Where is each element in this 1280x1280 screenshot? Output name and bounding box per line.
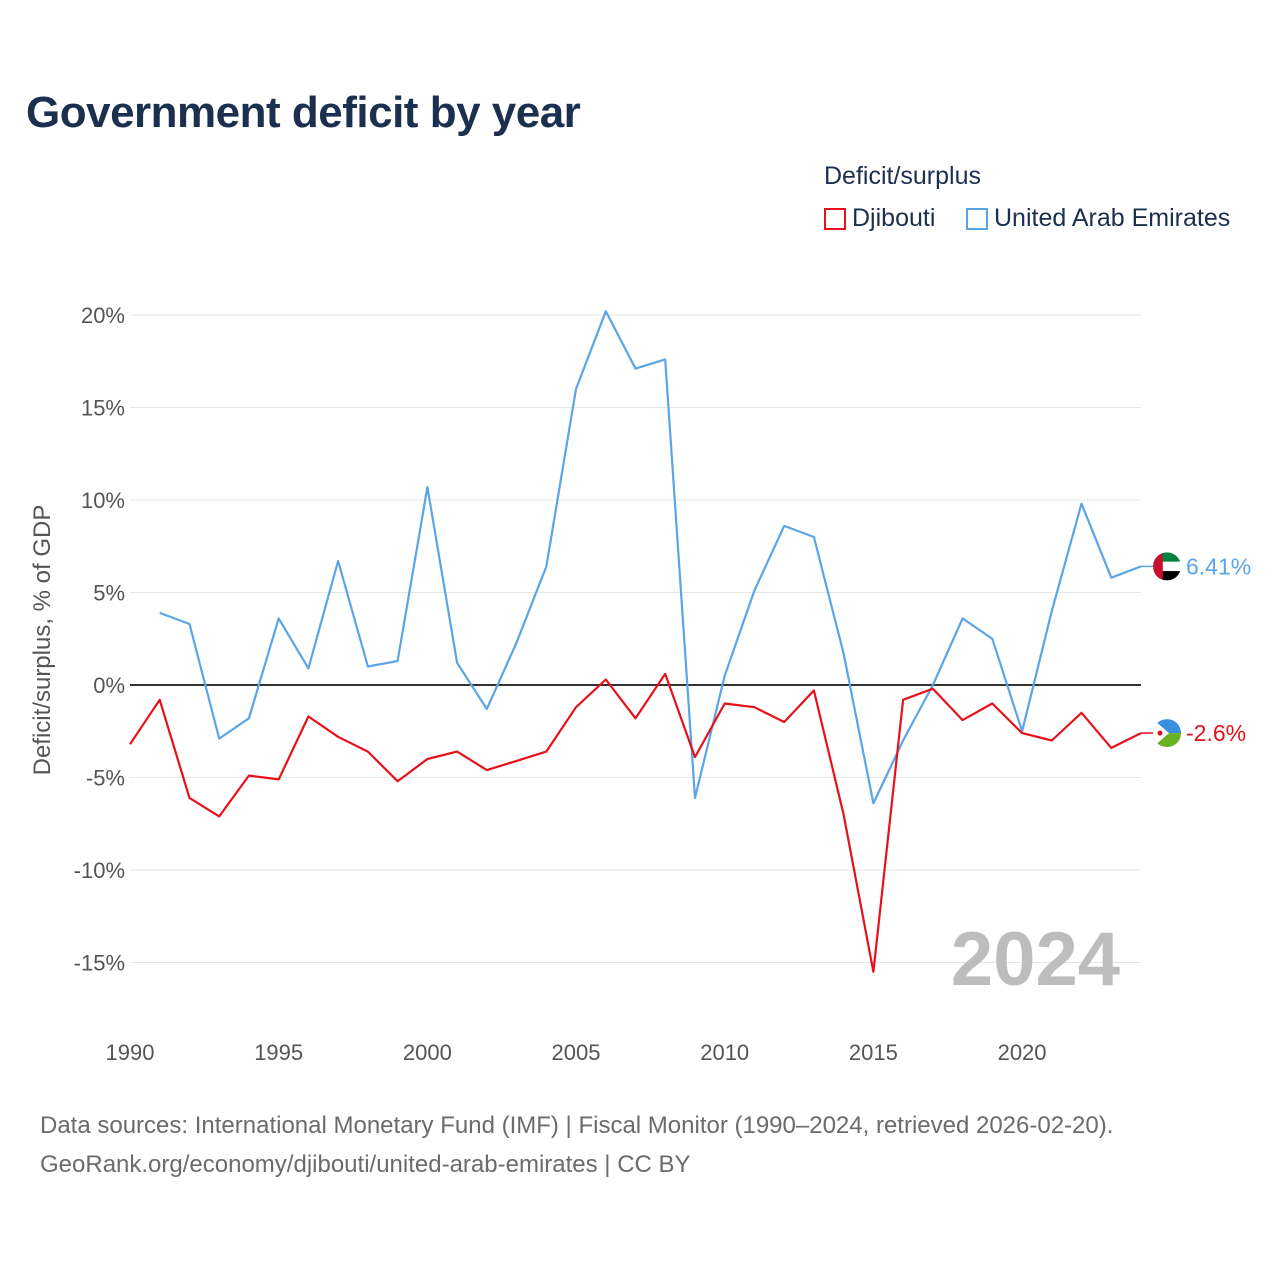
legend-item-uae[interactable]: United Arab Emirates	[966, 204, 1230, 233]
flag-icon-djibouti	[1153, 719, 1181, 748]
x-tick-label: 2015	[849, 1040, 898, 1065]
x-tick-label: 2005	[552, 1040, 601, 1065]
y-tick-label: 5%	[93, 581, 125, 606]
legend-swatch-djibouti	[824, 207, 846, 230]
legend-item-djibouti[interactable]: Djibouti	[824, 204, 935, 233]
end-label-djibouti: -2.6%	[1186, 720, 1246, 746]
footer: Data sources: International Monetary Fun…	[40, 1106, 1113, 1184]
y-axis-label: Deficit/surplus, % of GDP	[29, 505, 56, 776]
line-chart: 20% 15% 10% 5% 0% -5% -10% -15% 1990 1995 2000 2005…	[29, 303, 1251, 1065]
x-tick-label: 2000	[403, 1040, 452, 1065]
legend-label-uae: United Arab Emirates	[994, 204, 1231, 232]
end-label-uae: 6.41%	[1186, 553, 1251, 579]
y-tick-label: 10%	[81, 488, 125, 513]
series-line-djibouti	[129, 672, 1142, 973]
x-tick-label: 1990	[106, 1040, 155, 1065]
y-tick-label: -10%	[74, 858, 125, 883]
series-line-uae	[159, 310, 1142, 805]
legend-swatch-uae	[966, 207, 988, 230]
y-tick-label: -15%	[74, 951, 125, 976]
chart-title: Government deficit by year	[26, 88, 581, 137]
x-tick-label: 2010	[700, 1040, 749, 1065]
y-tick-label: 20%	[81, 303, 125, 328]
y-tick-label: 15%	[81, 396, 125, 421]
legend-title: Deficit/surplus	[824, 162, 981, 190]
y-tick-label: 0%	[93, 673, 125, 698]
x-tick-label: 2020	[998, 1040, 1047, 1065]
x-tick-label: 1995	[254, 1040, 303, 1065]
legend-label-djibouti: Djibouti	[852, 204, 936, 232]
footer-attribution: GeoRank.org/economy/djibouti/united-arab…	[40, 1151, 691, 1178]
y-tick-label: -5%	[86, 766, 125, 791]
footer-sources: Data sources: International Monetary Fun…	[40, 1112, 1114, 1139]
year-watermark: 2024	[951, 917, 1120, 1002]
flag-icon-uae	[1153, 552, 1181, 581]
